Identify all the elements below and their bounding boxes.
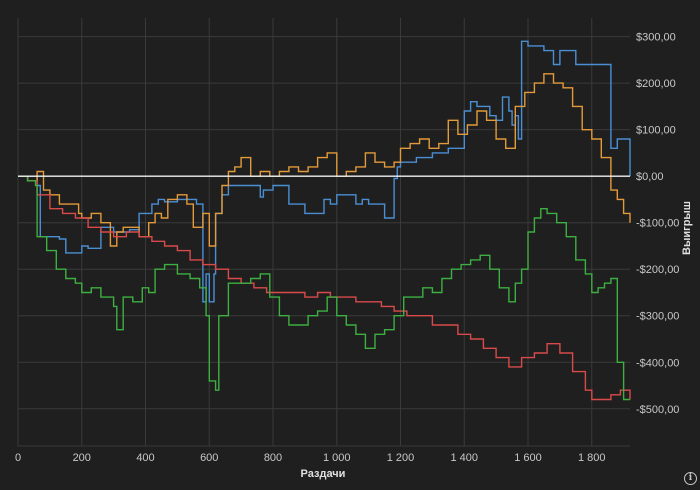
series-line-1 xyxy=(18,40,631,303)
y-tick-label: -$400,00 xyxy=(636,357,679,369)
x-tick-label: 1 800 xyxy=(578,452,606,464)
x-tick-label: 0 xyxy=(15,452,21,464)
y-tick-label: $200,00 xyxy=(636,78,676,90)
x-tick-label: 200 xyxy=(73,452,91,464)
y-tick-label: -$100,00 xyxy=(636,218,679,230)
y-tick-label: $0,00 xyxy=(636,171,664,183)
y-tick-label: -$500,00 xyxy=(636,404,679,416)
y-tick-label: $100,00 xyxy=(636,125,676,137)
series-line-4 xyxy=(18,175,630,401)
x-tick-labels: 0 200 400 600 800 1 000 1 200 1 400 1 600 1 800 xyxy=(15,452,606,464)
x-tick-label: 400 xyxy=(136,452,154,464)
series-layer xyxy=(18,40,631,401)
x-axis-title: Раздачи xyxy=(301,468,346,480)
x-tick-label: 800 xyxy=(264,452,282,464)
x-tick-label: 1 200 xyxy=(387,452,415,464)
x-tick-label: 600 xyxy=(200,452,218,464)
x-tick-label: 1 600 xyxy=(514,452,542,464)
info-icon[interactable]: i xyxy=(684,472,697,485)
y-axis-title: Выигрыш xyxy=(681,201,693,255)
x-tick-label: 1 400 xyxy=(450,452,478,464)
y-tick-label: -$200,00 xyxy=(636,264,679,276)
series-line-3 xyxy=(18,175,631,401)
y-tick-labels: $300,00 $200,00 $100,00 $0,00 -$100,00 -$200,… xyxy=(636,32,679,416)
y-tick-label: $300,00 xyxy=(636,32,676,44)
x-tick-label: 1 000 xyxy=(323,452,351,464)
y-tick-label: -$300,00 xyxy=(636,311,679,323)
series-line-2 xyxy=(18,73,631,247)
